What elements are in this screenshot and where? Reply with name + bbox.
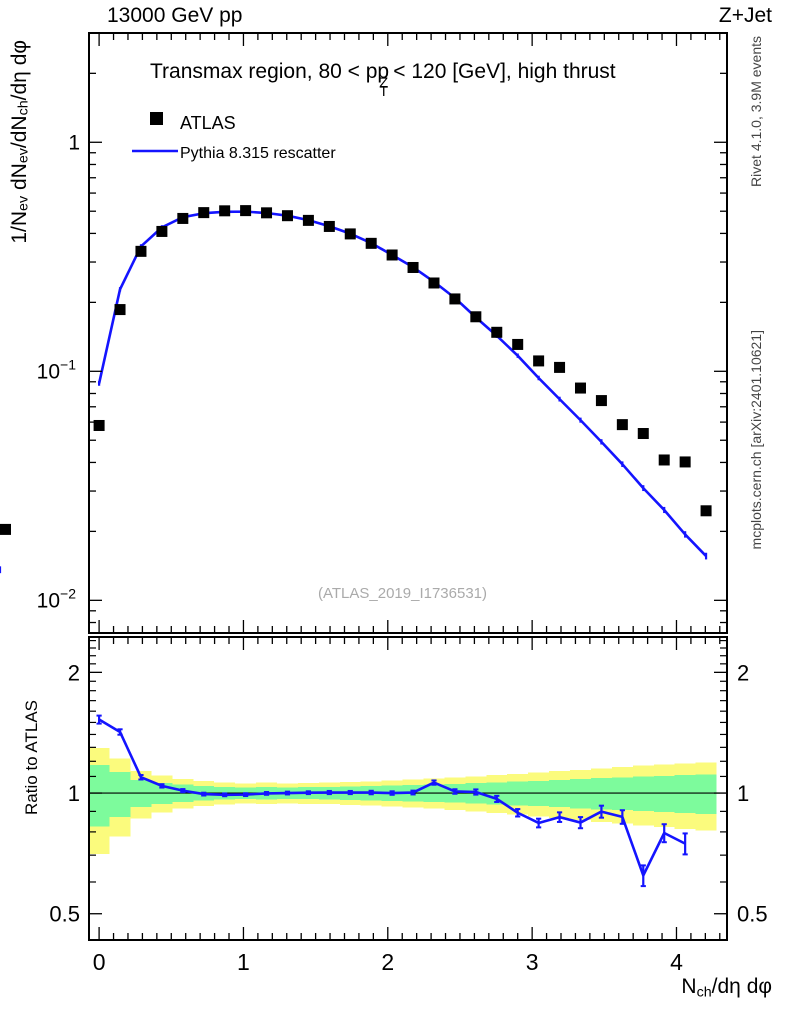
atlas-marker-main (470, 311, 482, 323)
atlas-marker-main (156, 225, 168, 237)
atlas-marker-main (302, 214, 314, 226)
main-y-tick-label: 10−2 (37, 585, 77, 612)
atlas-marker-main (281, 210, 293, 222)
atlas-marker-main (616, 419, 628, 431)
atlas-marker-main (658, 454, 670, 466)
header-beam-label: 13000 GeV pp (107, 4, 243, 27)
ratio-panel-frame (88, 636, 728, 941)
plot-title: Transmax region, 80 < pp Z T < 120 [GeV], … (150, 60, 616, 100)
ratio-band-inner (590, 778, 612, 810)
atlas-marker-main (491, 326, 503, 338)
atlas-marker-main (512, 338, 524, 350)
ratio-band-inner (632, 776, 654, 812)
legend-label-pythia: Pythia 8.315 rescatter (180, 145, 336, 162)
atlas-marker-main (135, 245, 147, 257)
atlas-marker-main (240, 205, 252, 217)
atlas-marker-main (0, 523, 11, 535)
analysis-watermark: (ATLAS_2019_I1736531) (318, 585, 488, 602)
ratio-y-tick-label: 1 (737, 781, 749, 806)
ratio-band-inner (88, 764, 110, 827)
x-tick-label: 1 (237, 949, 250, 975)
atlas-marker-main (114, 304, 126, 316)
atlas-marker-main (261, 207, 273, 219)
ratio-band-inner (109, 772, 131, 817)
x-tick-label: 2 (381, 949, 394, 975)
atlas-marker-main (344, 228, 356, 240)
main-y-tick-label: 1 (68, 131, 80, 154)
atlas-marker-main (595, 395, 607, 407)
atlas-marker-main (637, 428, 649, 440)
atlas-marker-main (407, 261, 419, 273)
atlas-marker-main (323, 220, 335, 232)
x-axis-label: Nch/dη dφ (681, 975, 772, 1001)
atlas-marker-main (428, 277, 440, 289)
header-process-label: Z+Jet (718, 4, 772, 27)
ratio-y-tick-label: 1 (68, 781, 80, 806)
ratio-band-inner (695, 774, 717, 814)
legend-marker-atlas (150, 112, 163, 125)
atlas-marker-main (449, 293, 461, 305)
atlas-marker-main (219, 205, 231, 217)
atlas-marker-main (554, 361, 566, 373)
x-tick-label: 3 (526, 949, 539, 975)
pythia-curve-main (97, 210, 708, 557)
x-tick-label: 4 (670, 949, 683, 975)
atlas-marker-main (93, 419, 105, 431)
ratio-y-tick-label: 0.5 (49, 902, 80, 927)
legend-label-atlas: ATLAS (180, 113, 236, 133)
ratio-band-inner (653, 775, 675, 813)
main-panel-frame (88, 32, 728, 634)
ratio-y-tick-label: 2 (68, 660, 80, 685)
ratio-y-tick-label: 0.5 (737, 902, 768, 927)
atlas-marker-main (386, 249, 398, 261)
ratio-band-inner (611, 777, 633, 811)
atlas-marker-main (574, 382, 586, 394)
atlas-marker-main (177, 212, 189, 224)
main-y-tick-label: 10−1 (37, 356, 77, 383)
atlas-marker-main (679, 456, 691, 468)
atlas-marker-main (533, 355, 545, 367)
atlas-marker-main (198, 207, 210, 219)
x-tick-label: 0 (93, 949, 106, 975)
ratio-band-inner (570, 778, 591, 809)
atlas-marker-main (365, 237, 377, 249)
ratio-band-inner (674, 775, 696, 814)
atlas-marker-main (700, 505, 712, 517)
ratio-y-tick-label: 2 (737, 660, 749, 685)
